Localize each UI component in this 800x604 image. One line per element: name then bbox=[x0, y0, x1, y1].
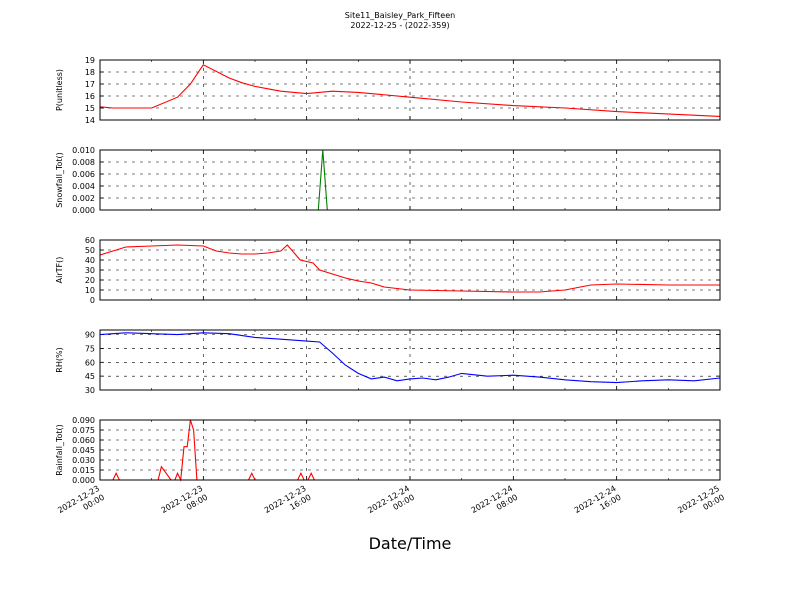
y-tick-label: 0.000 bbox=[72, 206, 95, 215]
y-tick-label: 18 bbox=[85, 68, 95, 77]
axes-frame bbox=[99, 149, 721, 211]
y-tick-label: 0.004 bbox=[72, 182, 95, 191]
x-tick-label: 2022-12-2500:00 bbox=[676, 484, 726, 524]
axes-frame bbox=[99, 59, 721, 121]
y-tick-label: 15 bbox=[85, 104, 95, 113]
y-tick-label: 0.010 bbox=[72, 146, 95, 155]
y-tick-label: 0.015 bbox=[72, 466, 95, 475]
y-tick-label: 0.060 bbox=[72, 436, 95, 445]
y-tick-label: 0.030 bbox=[72, 456, 95, 465]
y-tick-label: 50 bbox=[85, 246, 95, 255]
y-axis-label: AirTF() bbox=[55, 257, 64, 284]
y-tick-label: 90 bbox=[85, 331, 95, 340]
x-tick-label: 2022-12-2416:00 bbox=[573, 484, 623, 524]
y-tick-label: 14 bbox=[85, 116, 95, 125]
y-tick-label: 20 bbox=[85, 276, 95, 285]
y-tick-label: 0.006 bbox=[72, 170, 95, 179]
y-tick-label: 17 bbox=[85, 80, 95, 89]
series-line bbox=[99, 244, 720, 293]
axes-frame bbox=[99, 419, 721, 481]
y-axis-label: RH(%) bbox=[55, 347, 64, 372]
y-tick-label: 40 bbox=[85, 256, 95, 265]
x-tick-label: 2022-12-2408:00 bbox=[470, 484, 520, 524]
y-tick-label: 60 bbox=[85, 358, 95, 367]
y-tick-label: 30 bbox=[85, 386, 95, 395]
y-tick-label: 19 bbox=[85, 56, 95, 65]
subplot-2: 0.000 0.002 0.004 0.006 0.008 0.010 Snowfall_T… bbox=[55, 146, 721, 215]
series-line bbox=[99, 332, 721, 384]
y-tick-label: 10 bbox=[85, 286, 95, 295]
subplot-4: 30 45 60 75 90 RH(%) bbox=[55, 329, 721, 395]
axes-frame bbox=[99, 329, 721, 391]
subplot-1: 14 15 16 17 18 19 P(unitless) bbox=[55, 56, 721, 125]
x-tick-label: 2022-12-2316:00 bbox=[263, 484, 313, 524]
y-axis-label: P(unitless) bbox=[55, 69, 64, 111]
x-tick-label: 2022-12-2308:00 bbox=[160, 484, 210, 524]
x-tick-label: 2022-12-2300:00 bbox=[56, 484, 106, 524]
y-tick-label: 0.090 bbox=[72, 416, 95, 425]
y-tick-label: 0.002 bbox=[72, 194, 95, 203]
y-tick-label: 30 bbox=[85, 266, 95, 275]
y-tick-label: 0 bbox=[90, 296, 95, 305]
series-line bbox=[100, 419, 720, 483]
chart-title: Site11_Baisley_Park_Fifteen bbox=[344, 11, 456, 20]
y-axis-label: Rainfall_Tot() bbox=[55, 424, 64, 476]
series-line bbox=[99, 64, 721, 117]
y-tick-label: 0.075 bbox=[72, 426, 95, 435]
chart-subtitle: 2022-12-25 - (2022-359) bbox=[350, 21, 450, 30]
y-tick-label: 75 bbox=[85, 344, 95, 353]
y-axis-label: Snowfall_Tot() bbox=[55, 152, 64, 208]
axes-frame bbox=[99, 239, 721, 301]
x-axis-title: Date/Time bbox=[368, 534, 452, 553]
y-tick-label: 0.008 bbox=[72, 158, 95, 167]
y-tick-label: 0.000 bbox=[72, 476, 95, 485]
y-tick-label: 60 bbox=[85, 236, 95, 245]
y-tick-label: 0.045 bbox=[72, 446, 95, 455]
y-tick-label: 45 bbox=[85, 372, 95, 381]
y-tick-label: 16 bbox=[85, 92, 95, 101]
x-tick-label: 2022-12-2400:00 bbox=[366, 484, 416, 524]
